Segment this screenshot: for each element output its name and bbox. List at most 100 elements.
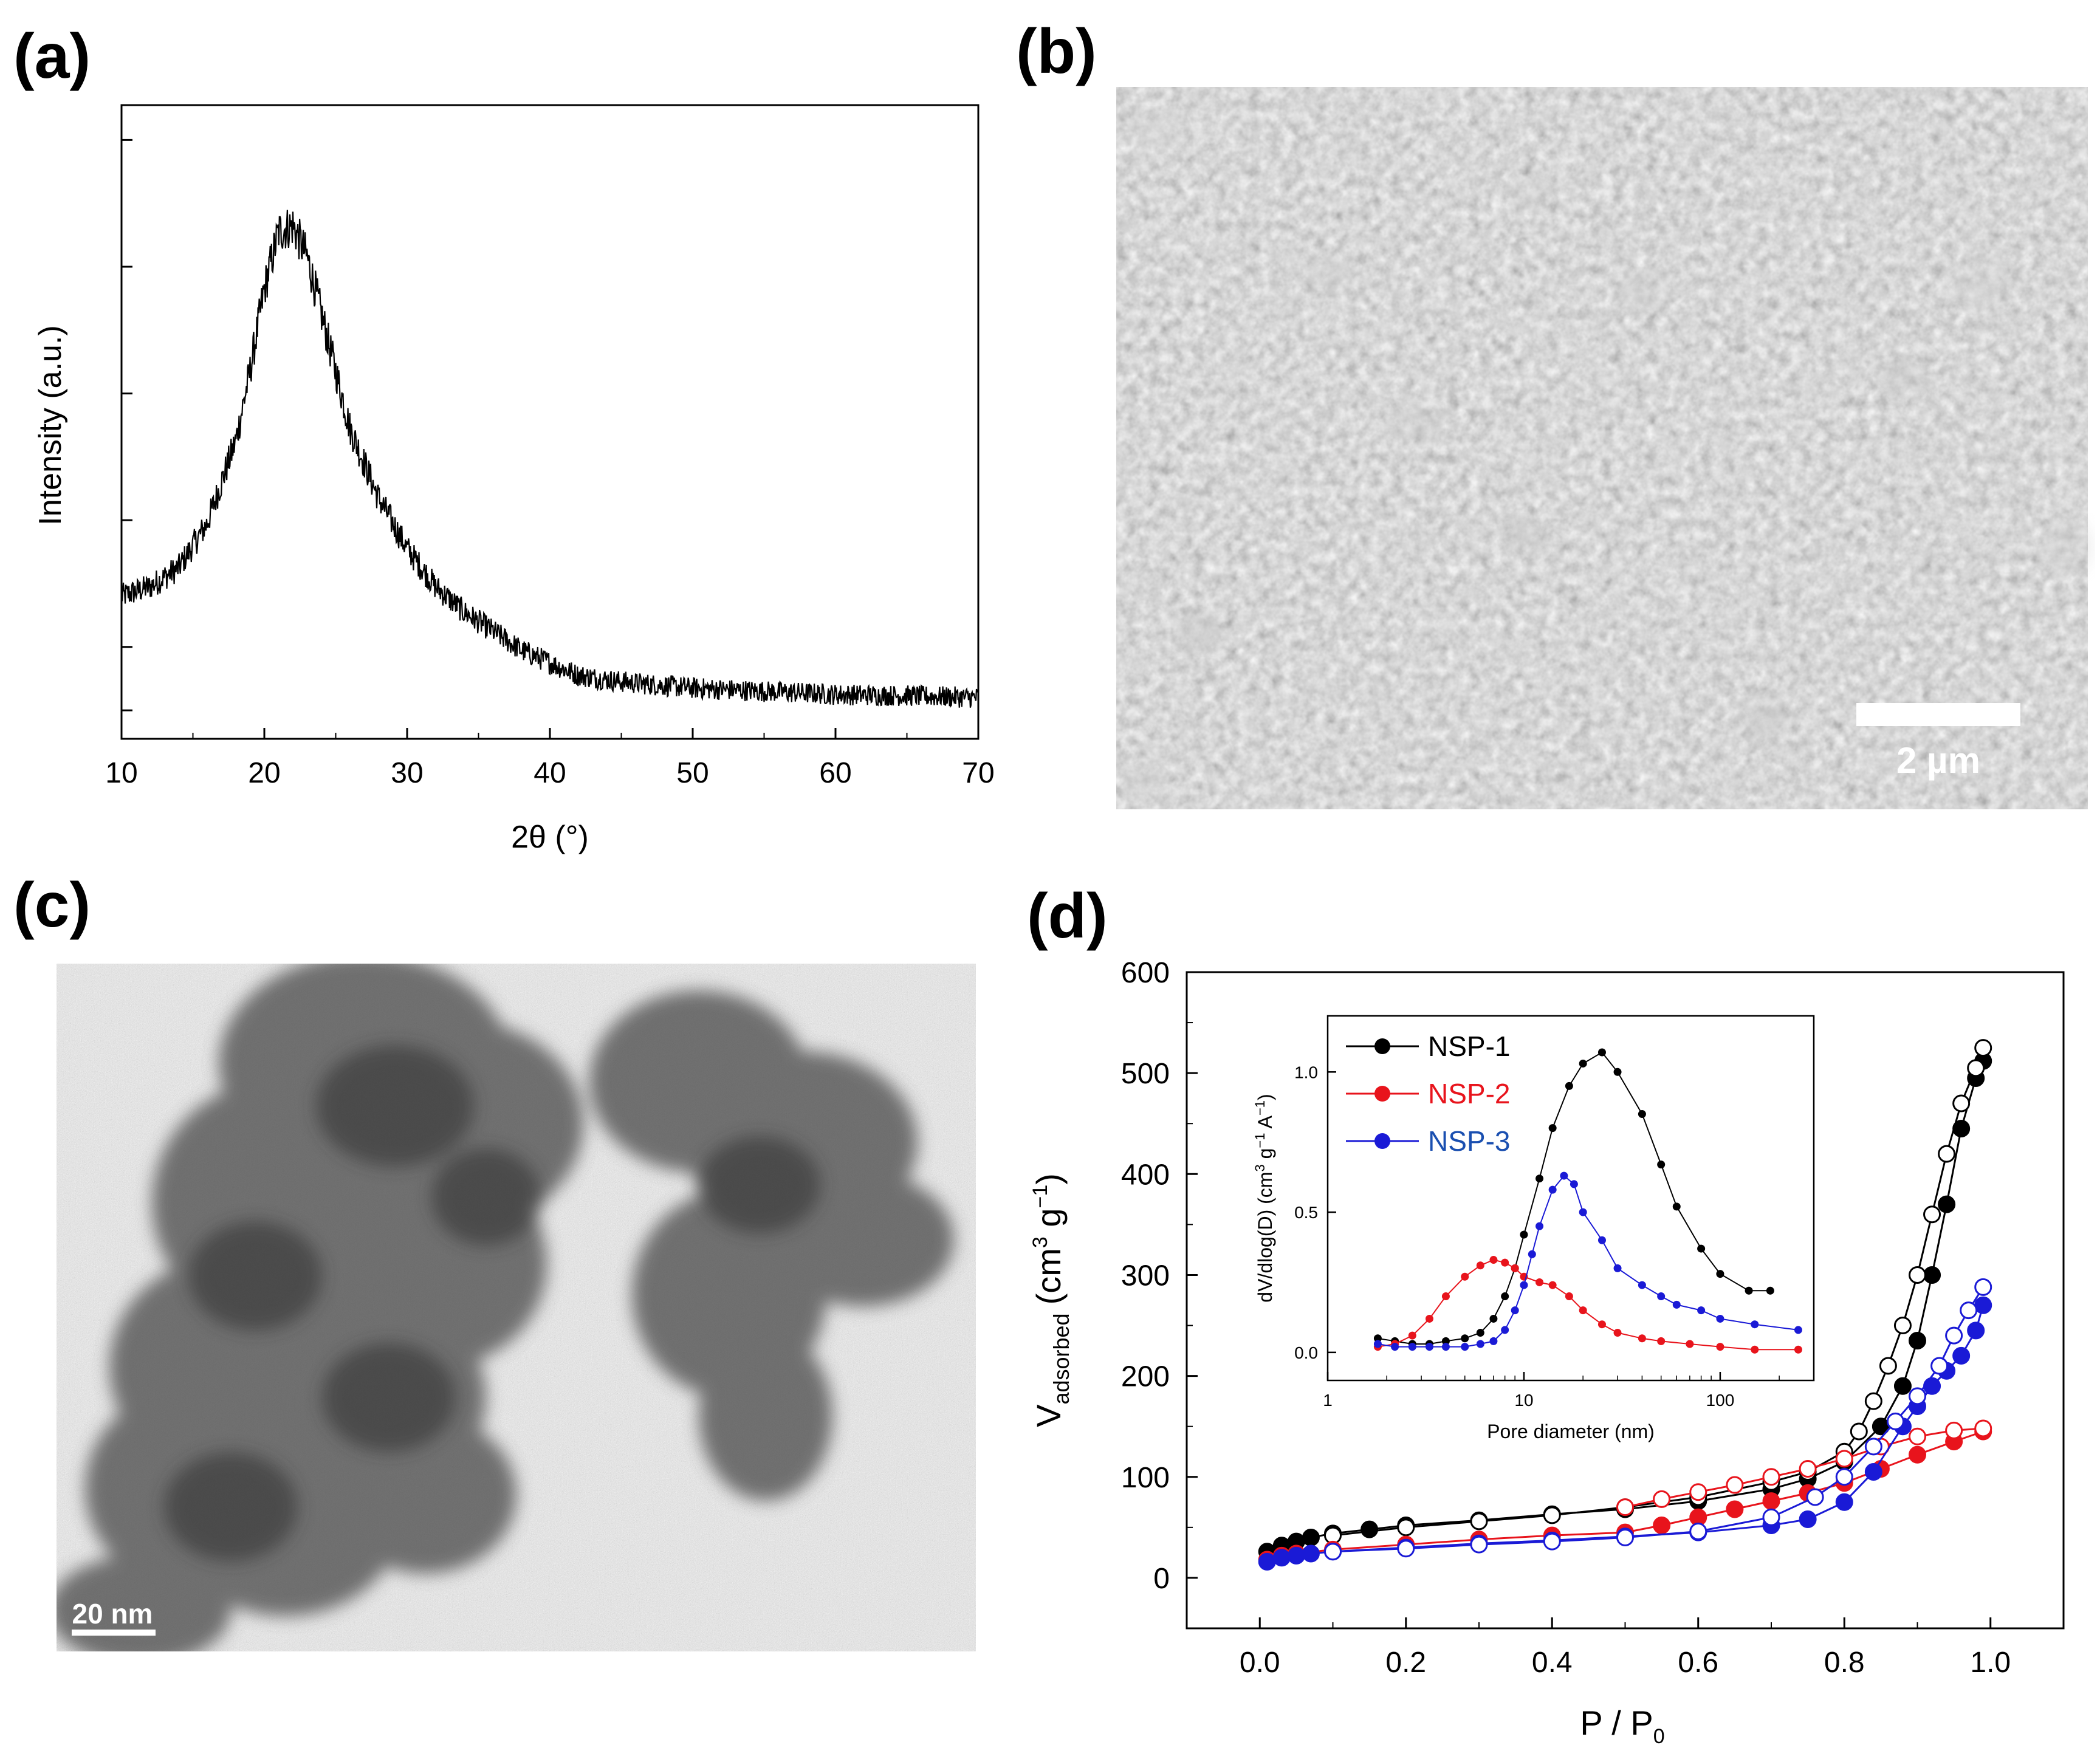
legend-marker <box>1374 1133 1390 1149</box>
inset-point <box>1548 1185 1557 1194</box>
sem-image: 2 µm <box>1116 87 2090 809</box>
desorption-point <box>1893 1317 1912 1335</box>
tem-particles <box>57 964 954 1651</box>
desorption-point <box>1762 1508 1780 1526</box>
adsorption-point <box>1893 1377 1912 1395</box>
inset-point <box>1560 1171 1568 1180</box>
desorption-point <box>1470 1512 1488 1531</box>
tem-scale-label: 20 nm <box>72 1598 153 1630</box>
adsorption-point <box>1923 1377 1941 1395</box>
inset-point <box>1745 1286 1753 1295</box>
adsorption-point <box>1287 1546 1305 1565</box>
desorption-point <box>1864 1438 1882 1456</box>
desorption-point <box>1960 1301 1978 1320</box>
inset-x-tick-label: 100 <box>1706 1391 1735 1410</box>
inset-point <box>1476 1329 1484 1337</box>
inset-point <box>1461 1343 1469 1351</box>
adsorption-point <box>1653 1517 1671 1535</box>
inset-point <box>1489 1256 1498 1264</box>
xrd-y-axis-label: Intensity (a.u.) <box>33 325 68 525</box>
inset-x-tick-label: 1 <box>1323 1391 1333 1410</box>
inset-x-tick-label: 10 <box>1514 1391 1533 1410</box>
panel-label-d: (d) <box>1027 881 1108 951</box>
inset-y-ticks: 0.0 0.5 1.0 <box>1294 1063 1336 1362</box>
inset-point <box>1425 1343 1433 1351</box>
inset-y-tick-label: 0.0 <box>1294 1343 1318 1362</box>
legend-entry-nsp-1: NSP-1 <box>1346 1030 1510 1062</box>
legend-entry-nsp-2: NSP-2 <box>1346 1078 1510 1109</box>
adsorption-point <box>1974 1296 1992 1314</box>
desorption-point <box>1835 1450 1853 1468</box>
inset-point <box>1638 1334 1646 1343</box>
desorption-point <box>1945 1326 1963 1345</box>
inset-point <box>1511 1306 1519 1315</box>
xrd-pattern-line <box>122 210 978 708</box>
desorption-point <box>1616 1498 1634 1517</box>
legend-entry-nsp-3: NSP-3 <box>1346 1125 1510 1157</box>
xrd-x-tick-label: 10 <box>105 757 137 789</box>
inset-series <box>1373 1048 1802 1354</box>
desorption-point <box>1930 1357 1949 1375</box>
inset-point <box>1766 1286 1774 1295</box>
xrd-x-ticks: 10 20 30 40 50 60 70 <box>105 728 995 789</box>
desorption-point <box>1653 1490 1671 1508</box>
desorption-point <box>1397 1540 1415 1558</box>
adsorption-point <box>1799 1510 1817 1529</box>
inset-point <box>1501 1292 1509 1301</box>
desorption-point <box>1726 1476 1744 1494</box>
legend-label-nsp-1: NSP-1 <box>1428 1030 1510 1062</box>
desorption-point <box>1799 1459 1817 1478</box>
inset-point <box>1511 1264 1519 1272</box>
series-nsp-1-desorption <box>1324 1039 1992 1544</box>
inset-point <box>1536 1174 1544 1183</box>
inset-point <box>1425 1314 1433 1323</box>
desorption-point <box>1974 1419 1992 1438</box>
isotherm-y-tick-label: 200 <box>1121 1361 1170 1393</box>
legend-marker <box>1374 1086 1390 1102</box>
inset-point <box>1794 1326 1802 1334</box>
inset-point <box>1570 1180 1578 1188</box>
desorption-point <box>1974 1039 1992 1057</box>
adsorption-point <box>1864 1462 1882 1481</box>
inset-point <box>1501 1258 1509 1267</box>
desorption-point <box>1864 1392 1882 1410</box>
inset-point <box>1613 1068 1622 1076</box>
desorption-point <box>1945 1421 1963 1439</box>
desorption-point <box>1886 1412 1904 1430</box>
inset-point <box>1501 1326 1509 1334</box>
inset-point <box>1672 1300 1681 1309</box>
adsorption-point <box>1835 1493 1853 1511</box>
inset-point <box>1751 1345 1759 1354</box>
desorption-point <box>1850 1422 1868 1441</box>
desorption-point <box>1806 1488 1824 1506</box>
inset-point <box>1597 1048 1606 1057</box>
inset-plot-frame <box>1326 1015 1815 1382</box>
inset-point <box>1520 1230 1528 1239</box>
adsorption-point <box>1302 1528 1320 1546</box>
legend-label-nsp-2: NSP-2 <box>1428 1078 1510 1109</box>
desorption-point <box>1616 1528 1634 1546</box>
adsorption-point <box>1909 1445 1926 1464</box>
inset-point <box>1716 1270 1724 1278</box>
isotherm-series <box>1258 1039 1992 1571</box>
legend-marker <box>1374 1038 1390 1054</box>
inset-point <box>1548 1281 1557 1289</box>
isotherm-x-tick-label: 0.8 <box>1824 1647 1865 1679</box>
desorption-point <box>1689 1522 1707 1540</box>
tem-image: 20 nm <box>57 964 976 1651</box>
inset-series-nsp-3 <box>1373 1171 1802 1351</box>
series-nsp-3-desorption <box>1324 1278 1992 1561</box>
desorption-point <box>1324 1543 1342 1561</box>
isotherm-x-ticks: 0.0 0.2 0.4 0.6 0.8 1.0 <box>1186 1617 2064 1679</box>
desorption-point <box>1879 1357 1897 1375</box>
inset-point <box>1461 1272 1469 1281</box>
legend-label-nsp-3: NSP-3 <box>1428 1125 1510 1157</box>
desorption-point <box>1909 1427 1926 1445</box>
adsorption-point <box>1726 1500 1744 1518</box>
inset-point <box>1391 1343 1399 1351</box>
inset-point <box>1613 1264 1622 1272</box>
xrd-x-tick-label: 60 <box>819 757 851 789</box>
inset-point <box>1536 1222 1544 1230</box>
xrd-x-tick-label: 70 <box>962 757 994 789</box>
inset-point <box>1751 1320 1759 1329</box>
